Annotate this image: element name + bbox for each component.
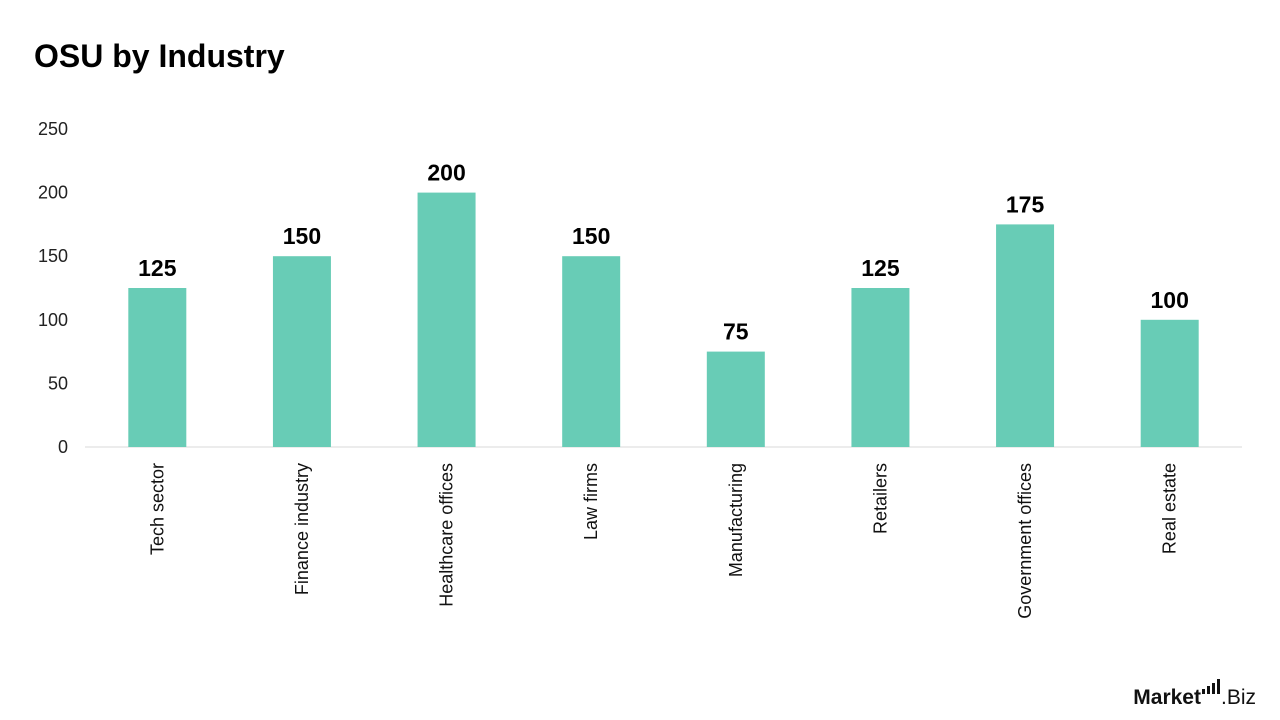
bar-value-label: 125: [138, 255, 177, 281]
x-category-label: Finance industry: [292, 463, 312, 595]
brand-suffix: .Biz: [1220, 686, 1256, 709]
bar-value-label: 150: [283, 223, 321, 249]
y-tick-label: 200: [38, 183, 68, 203]
bar-value-label: 125: [861, 255, 900, 281]
y-tick-label: 150: [38, 246, 68, 266]
x-category-label: Retailers: [870, 463, 890, 534]
bar: [1140, 319, 1199, 447]
bar: [706, 351, 765, 447]
bar-value-label: 175: [1006, 191, 1045, 217]
category-labels: Tech sector Finance industry Healthcare of…: [147, 463, 1179, 619]
bars: [128, 192, 1199, 447]
bar-value-label: 100: [1151, 287, 1189, 313]
x-category-label: Government offices: [1015, 463, 1035, 619]
value-labels: 125 150 200 150 75 125 175 100: [138, 160, 1189, 345]
bar: [272, 256, 331, 447]
brand-logo: Market .Biz: [1133, 678, 1256, 708]
bar-value-label: 75: [723, 319, 749, 345]
bar: [851, 288, 910, 447]
brand-name: Market: [1133, 686, 1201, 709]
x-category-label: Healthcare offices: [437, 463, 457, 607]
x-category-label: Real estate: [1160, 463, 1180, 554]
x-category-label: Law firms: [581, 463, 601, 540]
x-category-label: Manufacturing: [726, 463, 746, 577]
y-tick-label: 50: [48, 373, 68, 393]
y-tick-label: 250: [38, 119, 68, 139]
y-axis-ticks: 0 50 100 150 200 250: [38, 119, 68, 457]
bar: [128, 288, 187, 447]
x-category-label: Tech sector: [147, 463, 167, 555]
y-tick-label: 0: [58, 437, 68, 457]
bar-chart-icon: [1201, 678, 1220, 694]
bar-value-label: 200: [427, 160, 465, 186]
bar-value-label: 150: [572, 223, 610, 249]
bar: [996, 224, 1055, 447]
y-tick-label: 100: [38, 310, 68, 330]
bar: [417, 192, 476, 447]
bar: [562, 256, 621, 447]
chart-title: OSU by Industry: [34, 38, 285, 74]
